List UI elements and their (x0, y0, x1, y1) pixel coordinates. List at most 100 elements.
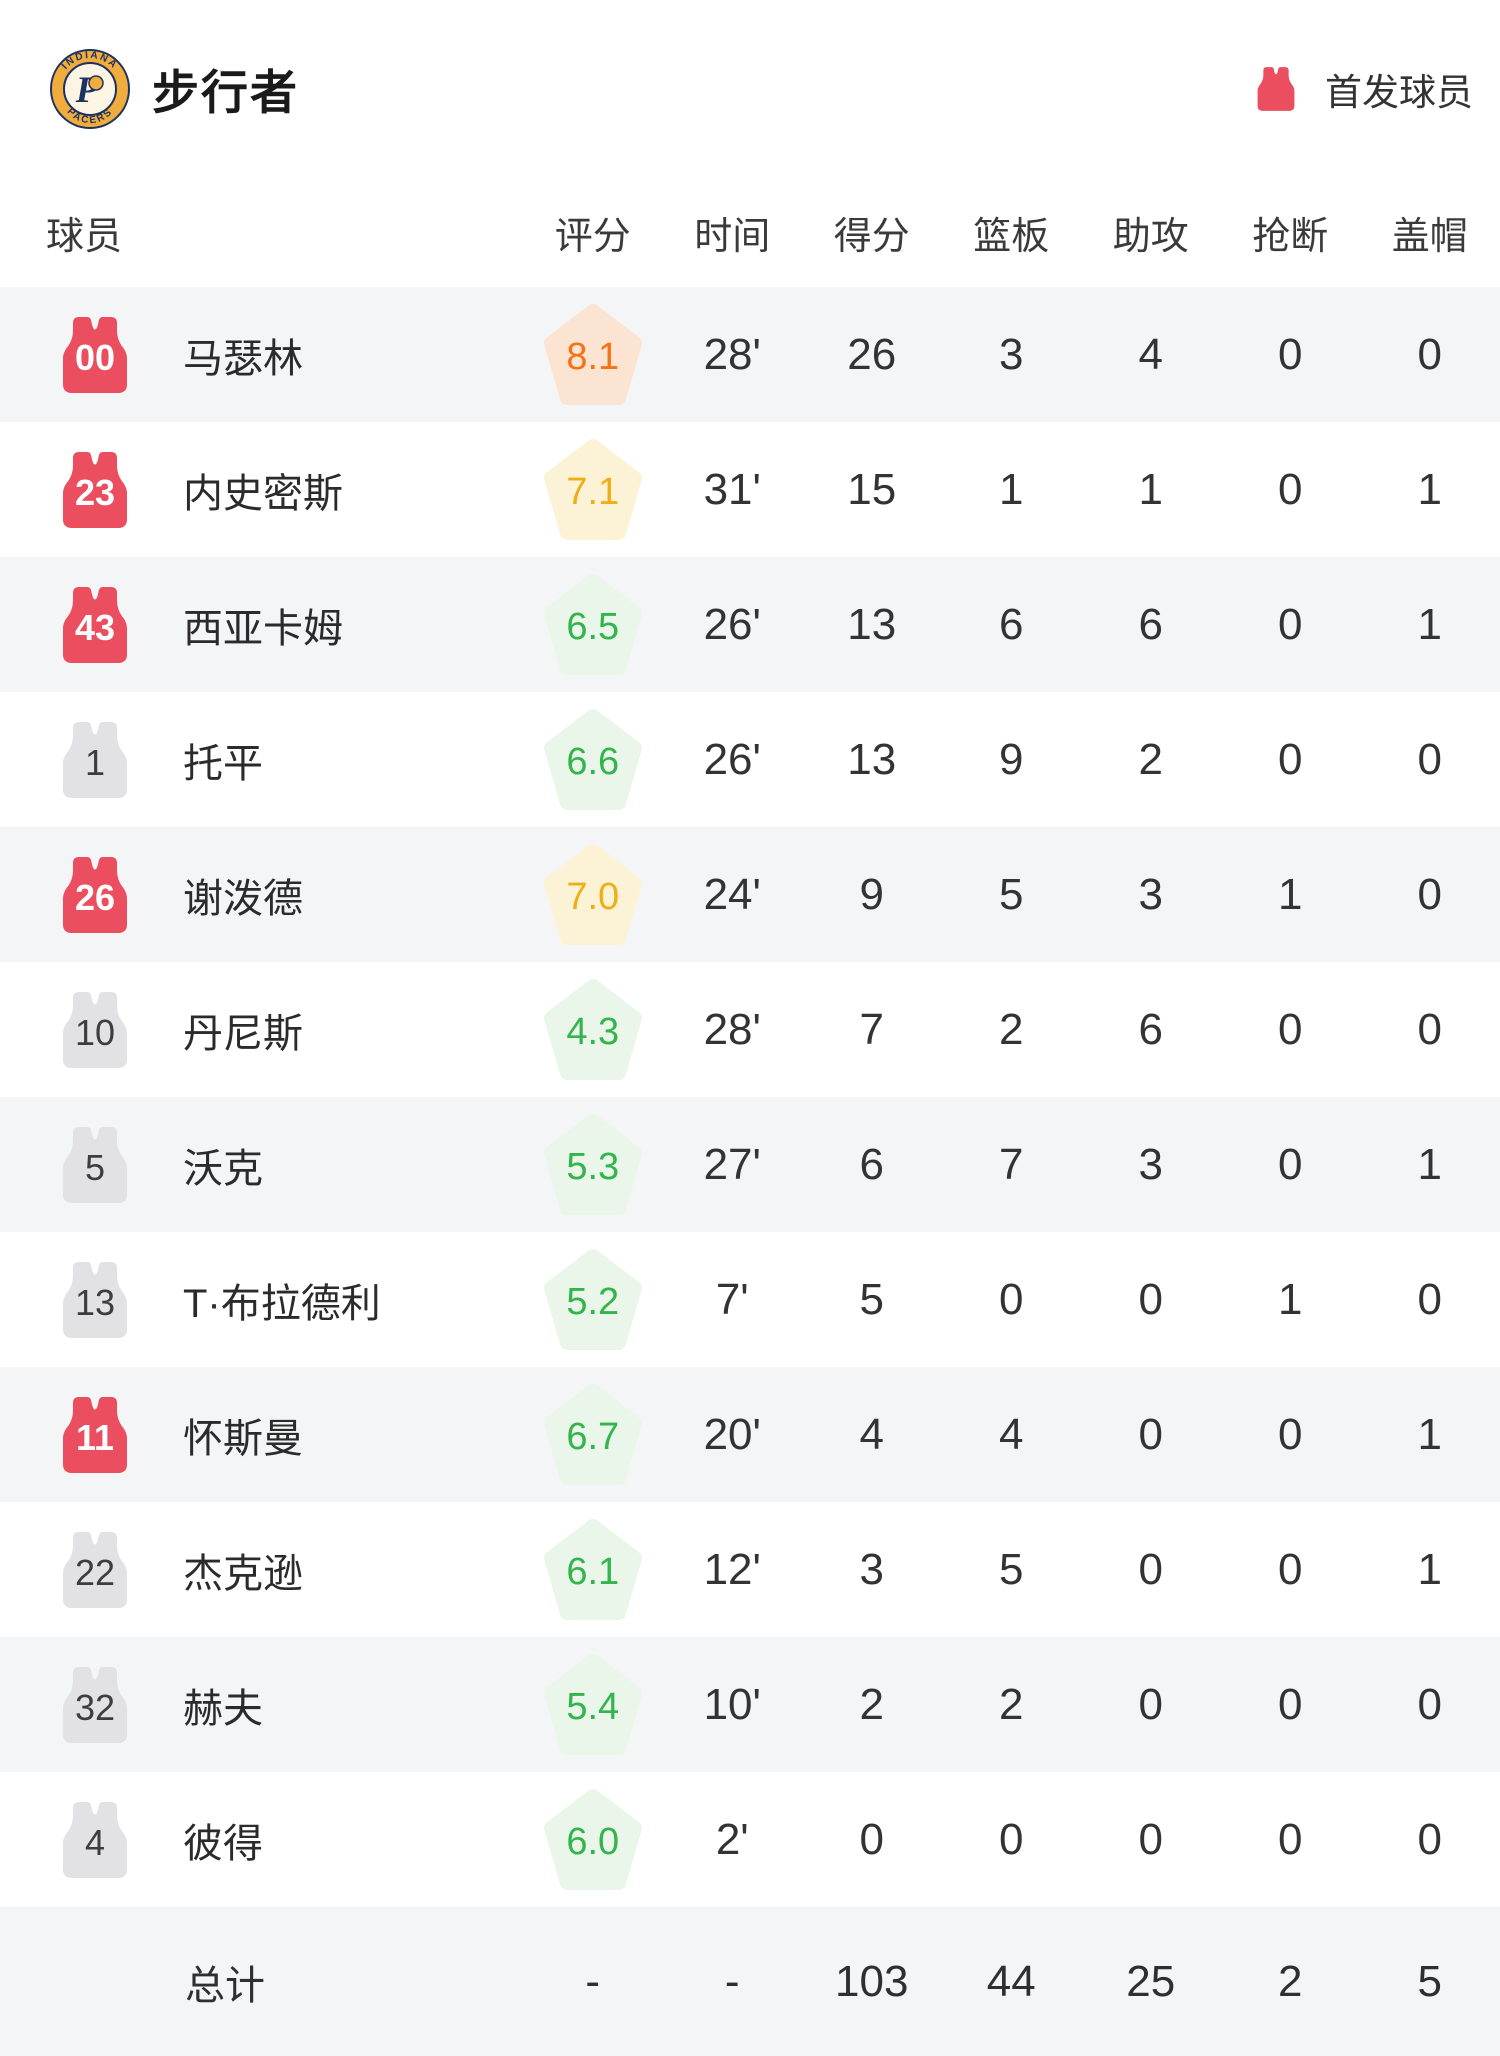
stat-steals: 0 (1138, 1544, 1163, 1594)
player-row[interactable]: 22 杰克逊 6.1 12' 3 5 0 0 1 (0, 1502, 1500, 1637)
player-name: 西亚卡姆 (183, 606, 343, 651)
rating-value: 7.0 (566, 876, 620, 918)
player-name: 丹尼斯 (183, 1011, 303, 1056)
stat-points: 15 (847, 464, 897, 514)
rating-badge: 5.2 (523, 1248, 663, 1352)
player-name: 托平 (183, 741, 263, 786)
player-row[interactable]: 43 西亚卡姆 6.5 26' 13 6 6 0 1 (0, 557, 1500, 692)
stat-steals: 0 (1138, 1274, 1163, 1324)
player-name: 马瑟林 (183, 336, 303, 381)
player-row[interactable]: 13 T·布拉德利 5.2 7' 5 0 0 1 0 (0, 1232, 1500, 1367)
rating-badge: 6.5 (523, 573, 663, 677)
jersey-icon: 10 (58, 990, 132, 1070)
pentagon-badge-icon (543, 1788, 642, 1890)
stat-assists: 0 (1278, 734, 1303, 784)
pentagon-badge-icon (543, 1518, 642, 1620)
rating-value: 4.3 (566, 1011, 620, 1053)
jersey-icon: 26 (58, 855, 132, 935)
player-row[interactable]: 23 内史密斯 7.1 31' 15 1 1 0 1 (0, 422, 1500, 557)
jersey-number: 13 (74, 1281, 116, 1323)
player-row[interactable]: 26 谢泼德 7.0 24' 9 5 3 1 0 (0, 827, 1500, 962)
player-row[interactable]: 4 彼得 6.0 2' 0 0 0 0 0 (0, 1772, 1500, 1907)
stat-points: 3 (859, 1544, 884, 1594)
player-table-body: 00 马瑟林 8.1 28' 26 3 4 0 0 2 (0, 287, 1500, 1907)
jersey-number: 43 (74, 606, 116, 648)
rating-value: 5.2 (566, 1281, 620, 1323)
jersey-number: 5 (84, 1146, 106, 1188)
total-time: - (724, 1956, 740, 2006)
jersey-number: 23 (74, 471, 116, 513)
player-name: 谢泼德 (183, 876, 303, 921)
stat-points: 0 (859, 1814, 884, 1864)
stat-blocks: 0 (1417, 869, 1442, 919)
rating-value: 8.1 (566, 336, 620, 378)
stat-time: 2' (715, 1814, 749, 1864)
team-name: 步行者 (152, 66, 299, 119)
total-steals: 2 (1278, 1956, 1303, 2006)
stat-blocks: 1 (1417, 464, 1442, 514)
stat-time: 27' (703, 1139, 761, 1189)
stat-blocks: 0 (1417, 1679, 1442, 1729)
player-name: 沃克 (183, 1146, 263, 1191)
jersey-icon: 13 (58, 1260, 132, 1340)
jersey-number: 10 (74, 1011, 116, 1053)
player-name: 杰克逊 (183, 1551, 303, 1596)
rating-value: 6.1 (566, 1551, 620, 1593)
stat-rebounds: 4 (999, 1409, 1024, 1459)
stat-blocks: 0 (1417, 329, 1442, 379)
stat-steals: 3 (1138, 869, 1163, 919)
stat-steals: 0 (1138, 1409, 1163, 1459)
stat-assists: 1 (1278, 1274, 1303, 1324)
column-player: 球员 (46, 215, 123, 258)
player-row[interactable]: 00 马瑟林 8.1 28' 26 3 4 0 0 (0, 287, 1500, 422)
player-row[interactable]: 32 赫夫 5.4 10' 2 2 0 0 0 (0, 1637, 1500, 1772)
stat-time: 31' (703, 464, 761, 514)
total-rebounds: 44 (986, 1956, 1036, 2006)
total-rating: - (585, 1956, 601, 2006)
stat-time: 26' (703, 734, 761, 784)
jersey-number: 26 (74, 876, 116, 918)
stat-rebounds: 0 (999, 1274, 1024, 1324)
player-row[interactable]: 11 怀斯曼 6.7 20' 4 4 0 0 1 (0, 1367, 1500, 1502)
column-rating: 评分 (554, 215, 631, 258)
column-assists: 助攻 (1112, 215, 1189, 258)
stat-time: 28' (703, 329, 761, 379)
stat-steals: 0 (1138, 1679, 1163, 1729)
stat-steals: 6 (1138, 599, 1163, 649)
column-rebounds: 篮板 (973, 215, 1050, 258)
stat-rebounds: 1 (999, 464, 1024, 514)
stat-time: 24' (703, 869, 761, 919)
column-time: 时间 (694, 215, 771, 258)
stat-points: 13 (847, 734, 897, 784)
player-row[interactable]: 1 托平 6.6 26' 13 9 2 0 0 (0, 692, 1500, 827)
jersey-icon: 1 (58, 720, 132, 800)
rating-value: 5.3 (566, 1146, 620, 1188)
jersey-icon: 23 (58, 450, 132, 530)
column-header-row: 球员 评分 时间 得分 篮板 助攻 抢断 盖帽 (0, 177, 1500, 287)
rating-value: 6.0 (566, 1821, 620, 1863)
stat-time: 20' (703, 1409, 761, 1459)
player-name: 彼得 (183, 1821, 263, 1866)
pentagon-badge-icon (543, 708, 642, 810)
stat-blocks: 1 (1417, 1544, 1442, 1594)
stat-time: 12' (703, 1544, 761, 1594)
rating-value: 5.4 (566, 1686, 620, 1728)
player-name: 内史密斯 (183, 471, 343, 516)
stat-rebounds: 0 (999, 1814, 1024, 1864)
stat-time: 10' (703, 1679, 761, 1729)
stat-steals: 1 (1138, 464, 1163, 514)
column-blocks: 盖帽 (1391, 215, 1468, 258)
stat-blocks: 0 (1417, 734, 1442, 784)
stat-rebounds: 5 (999, 869, 1024, 919)
player-row[interactable]: 5 沃克 5.3 27' 6 7 3 0 1 (0, 1097, 1500, 1232)
player-name: 赫夫 (183, 1686, 263, 1731)
player-row[interactable]: 10 丹尼斯 4.3 28' 7 2 6 0 0 (0, 962, 1500, 1097)
rating-badge: 7.1 (523, 438, 663, 542)
total-assists: 25 (1126, 1956, 1176, 2006)
starter-legend-label: 首发球员 (1325, 71, 1473, 113)
rating-badge: 6.1 (523, 1518, 663, 1622)
jersey-icon: 43 (58, 585, 132, 665)
stat-points: 7 (859, 1004, 884, 1054)
rating-badge: 7.0 (523, 843, 663, 947)
stat-rebounds: 6 (999, 599, 1024, 649)
